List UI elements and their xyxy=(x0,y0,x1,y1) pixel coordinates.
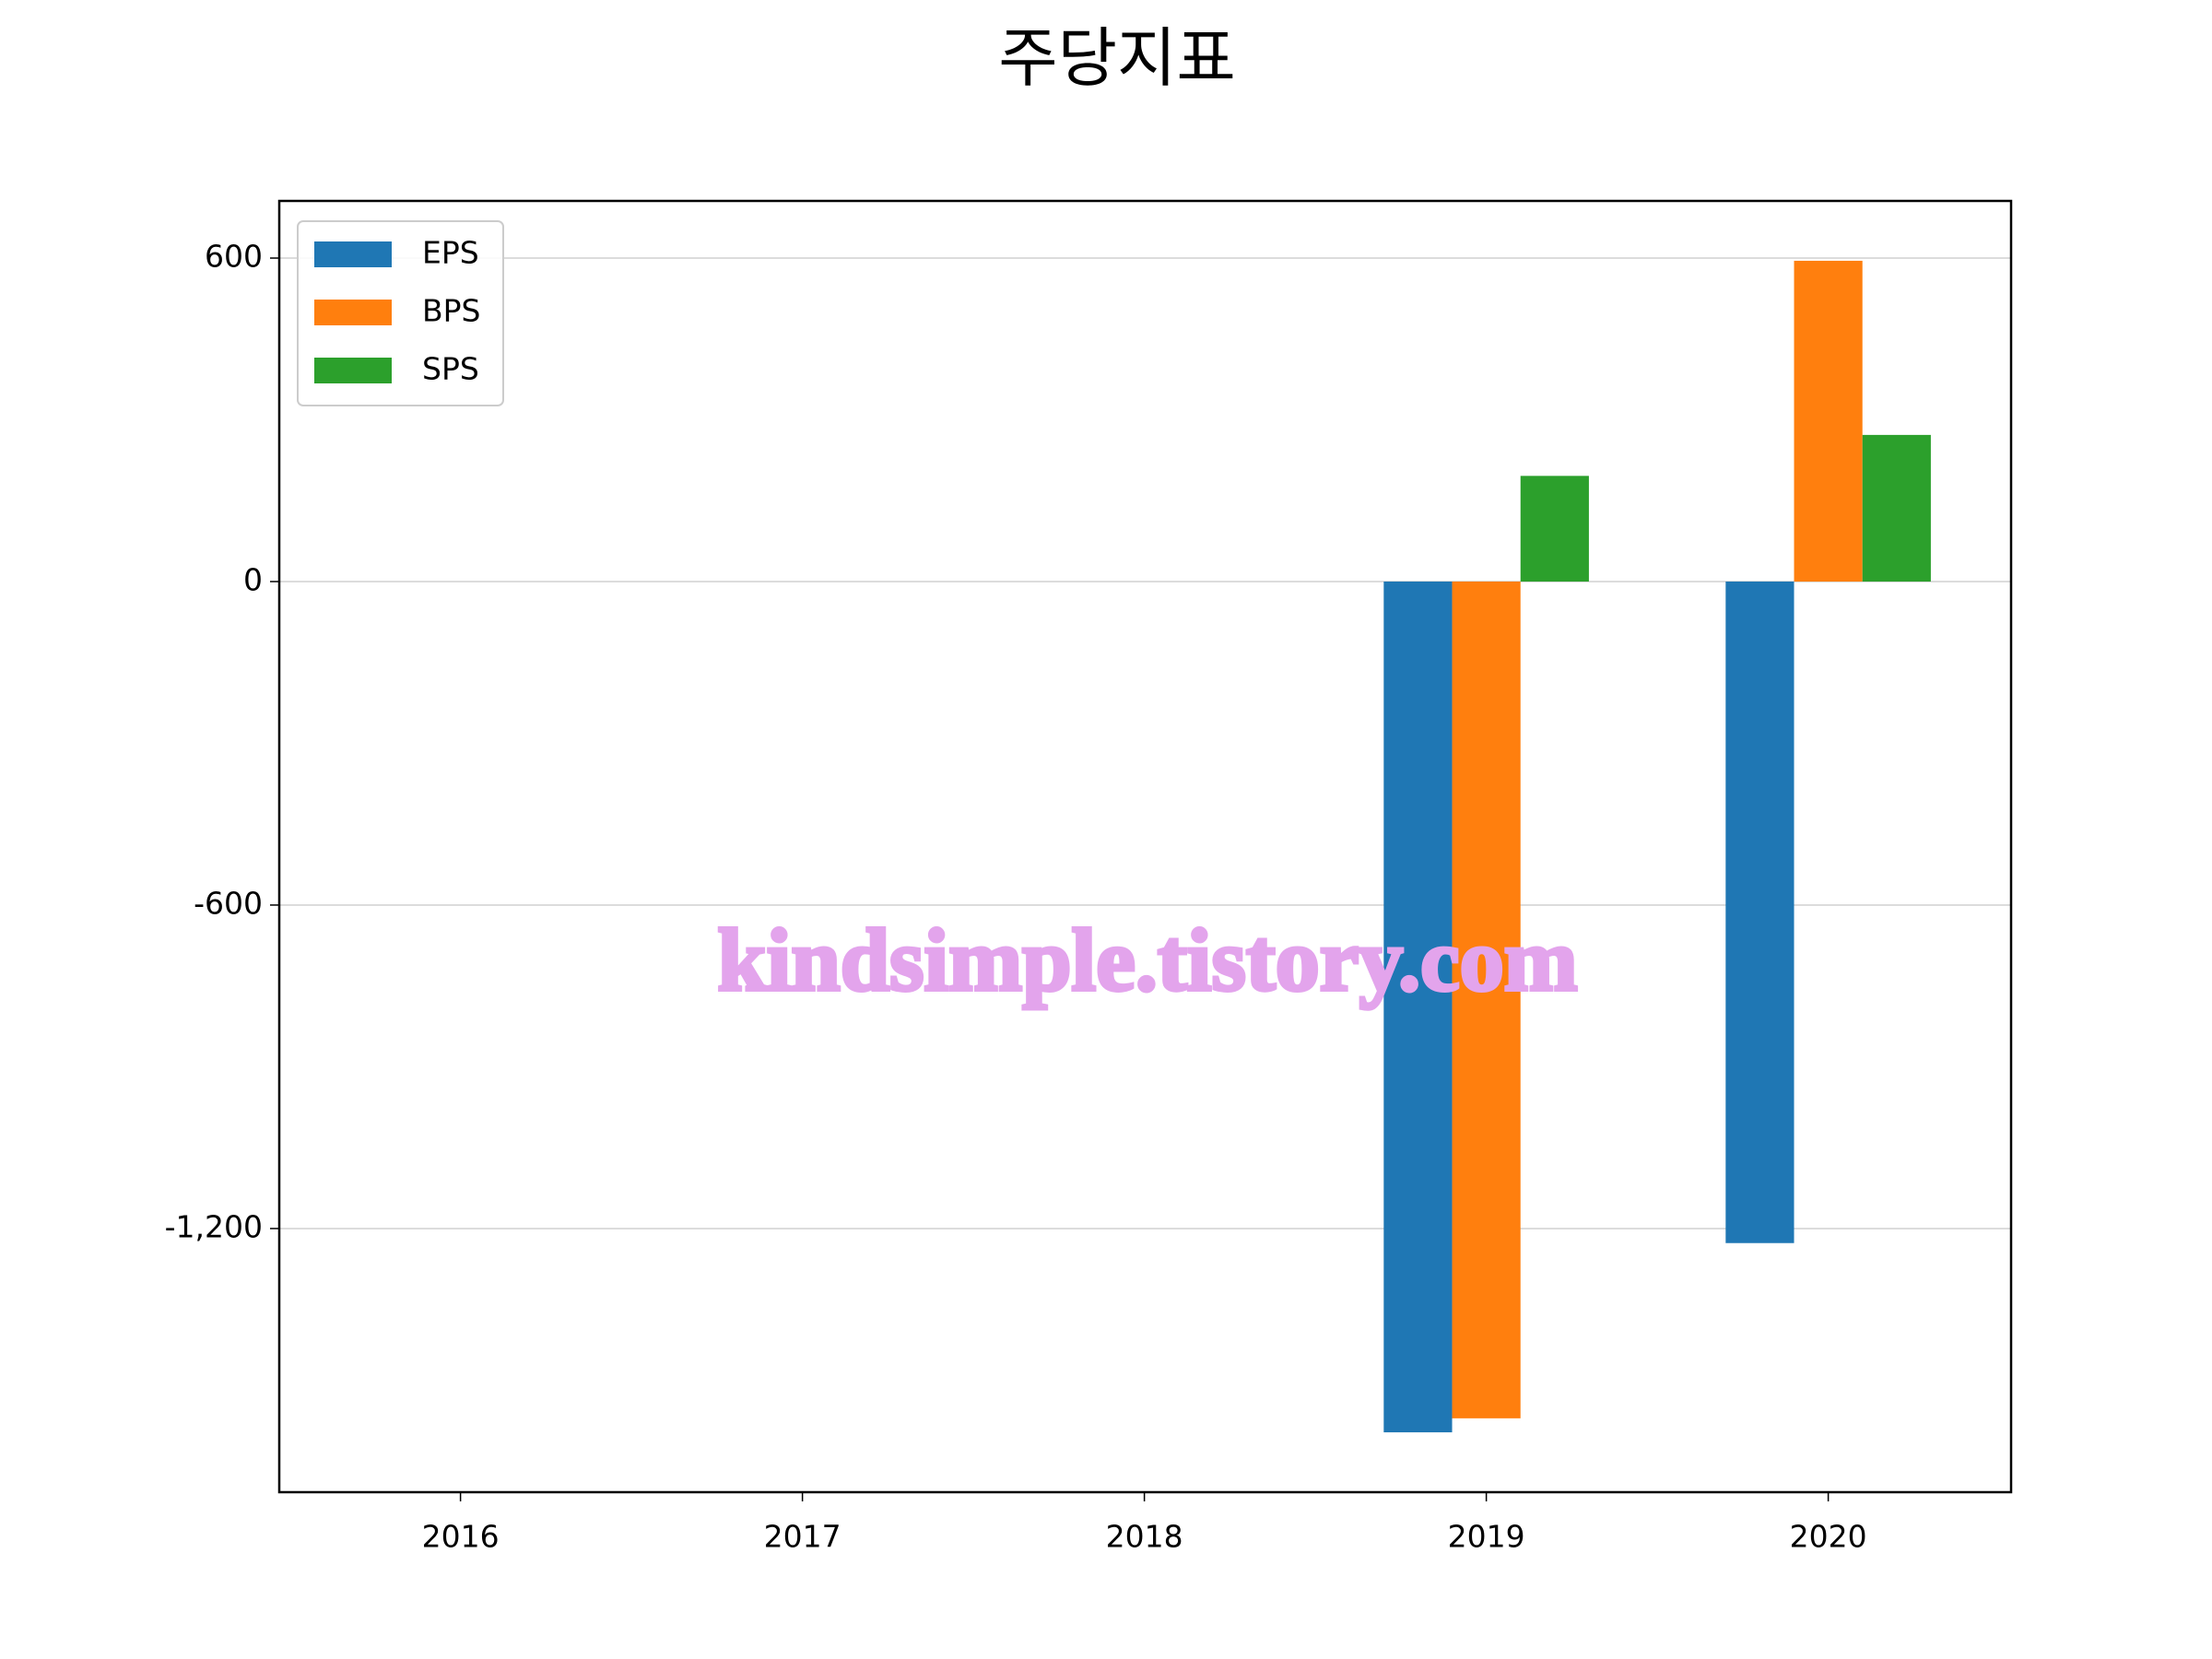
bar xyxy=(1794,260,1863,582)
y-tick-label: 600 xyxy=(205,239,263,275)
chart-title: 주당지표 xyxy=(998,20,1236,96)
legend-swatch xyxy=(314,300,392,325)
bar xyxy=(1725,581,1794,1243)
legend-label: EPS xyxy=(422,235,479,271)
x-tick-label: 2017 xyxy=(764,1519,841,1555)
legend-swatch xyxy=(314,241,392,267)
x-tick-label: 2020 xyxy=(1790,1519,1867,1555)
x-tick-label: 2016 xyxy=(422,1519,500,1555)
y-tick-label: -600 xyxy=(194,885,263,921)
watermark: kindsimple.tistory.com xyxy=(717,911,1577,1009)
x-tick-label: 2019 xyxy=(1448,1519,1525,1555)
y-tick-label: 0 xyxy=(243,561,263,597)
bar xyxy=(1383,581,1453,1433)
legend-swatch xyxy=(314,358,392,383)
bar xyxy=(1452,581,1521,1418)
bar xyxy=(1862,434,1931,582)
legend-label: BPS xyxy=(422,293,481,329)
plot-frame xyxy=(277,199,2013,1494)
legend-label: SPS xyxy=(422,351,479,387)
bar xyxy=(1520,476,1589,582)
x-tick-label: 2018 xyxy=(1106,1519,1183,1555)
y-tick-label: -1,200 xyxy=(165,1208,263,1244)
